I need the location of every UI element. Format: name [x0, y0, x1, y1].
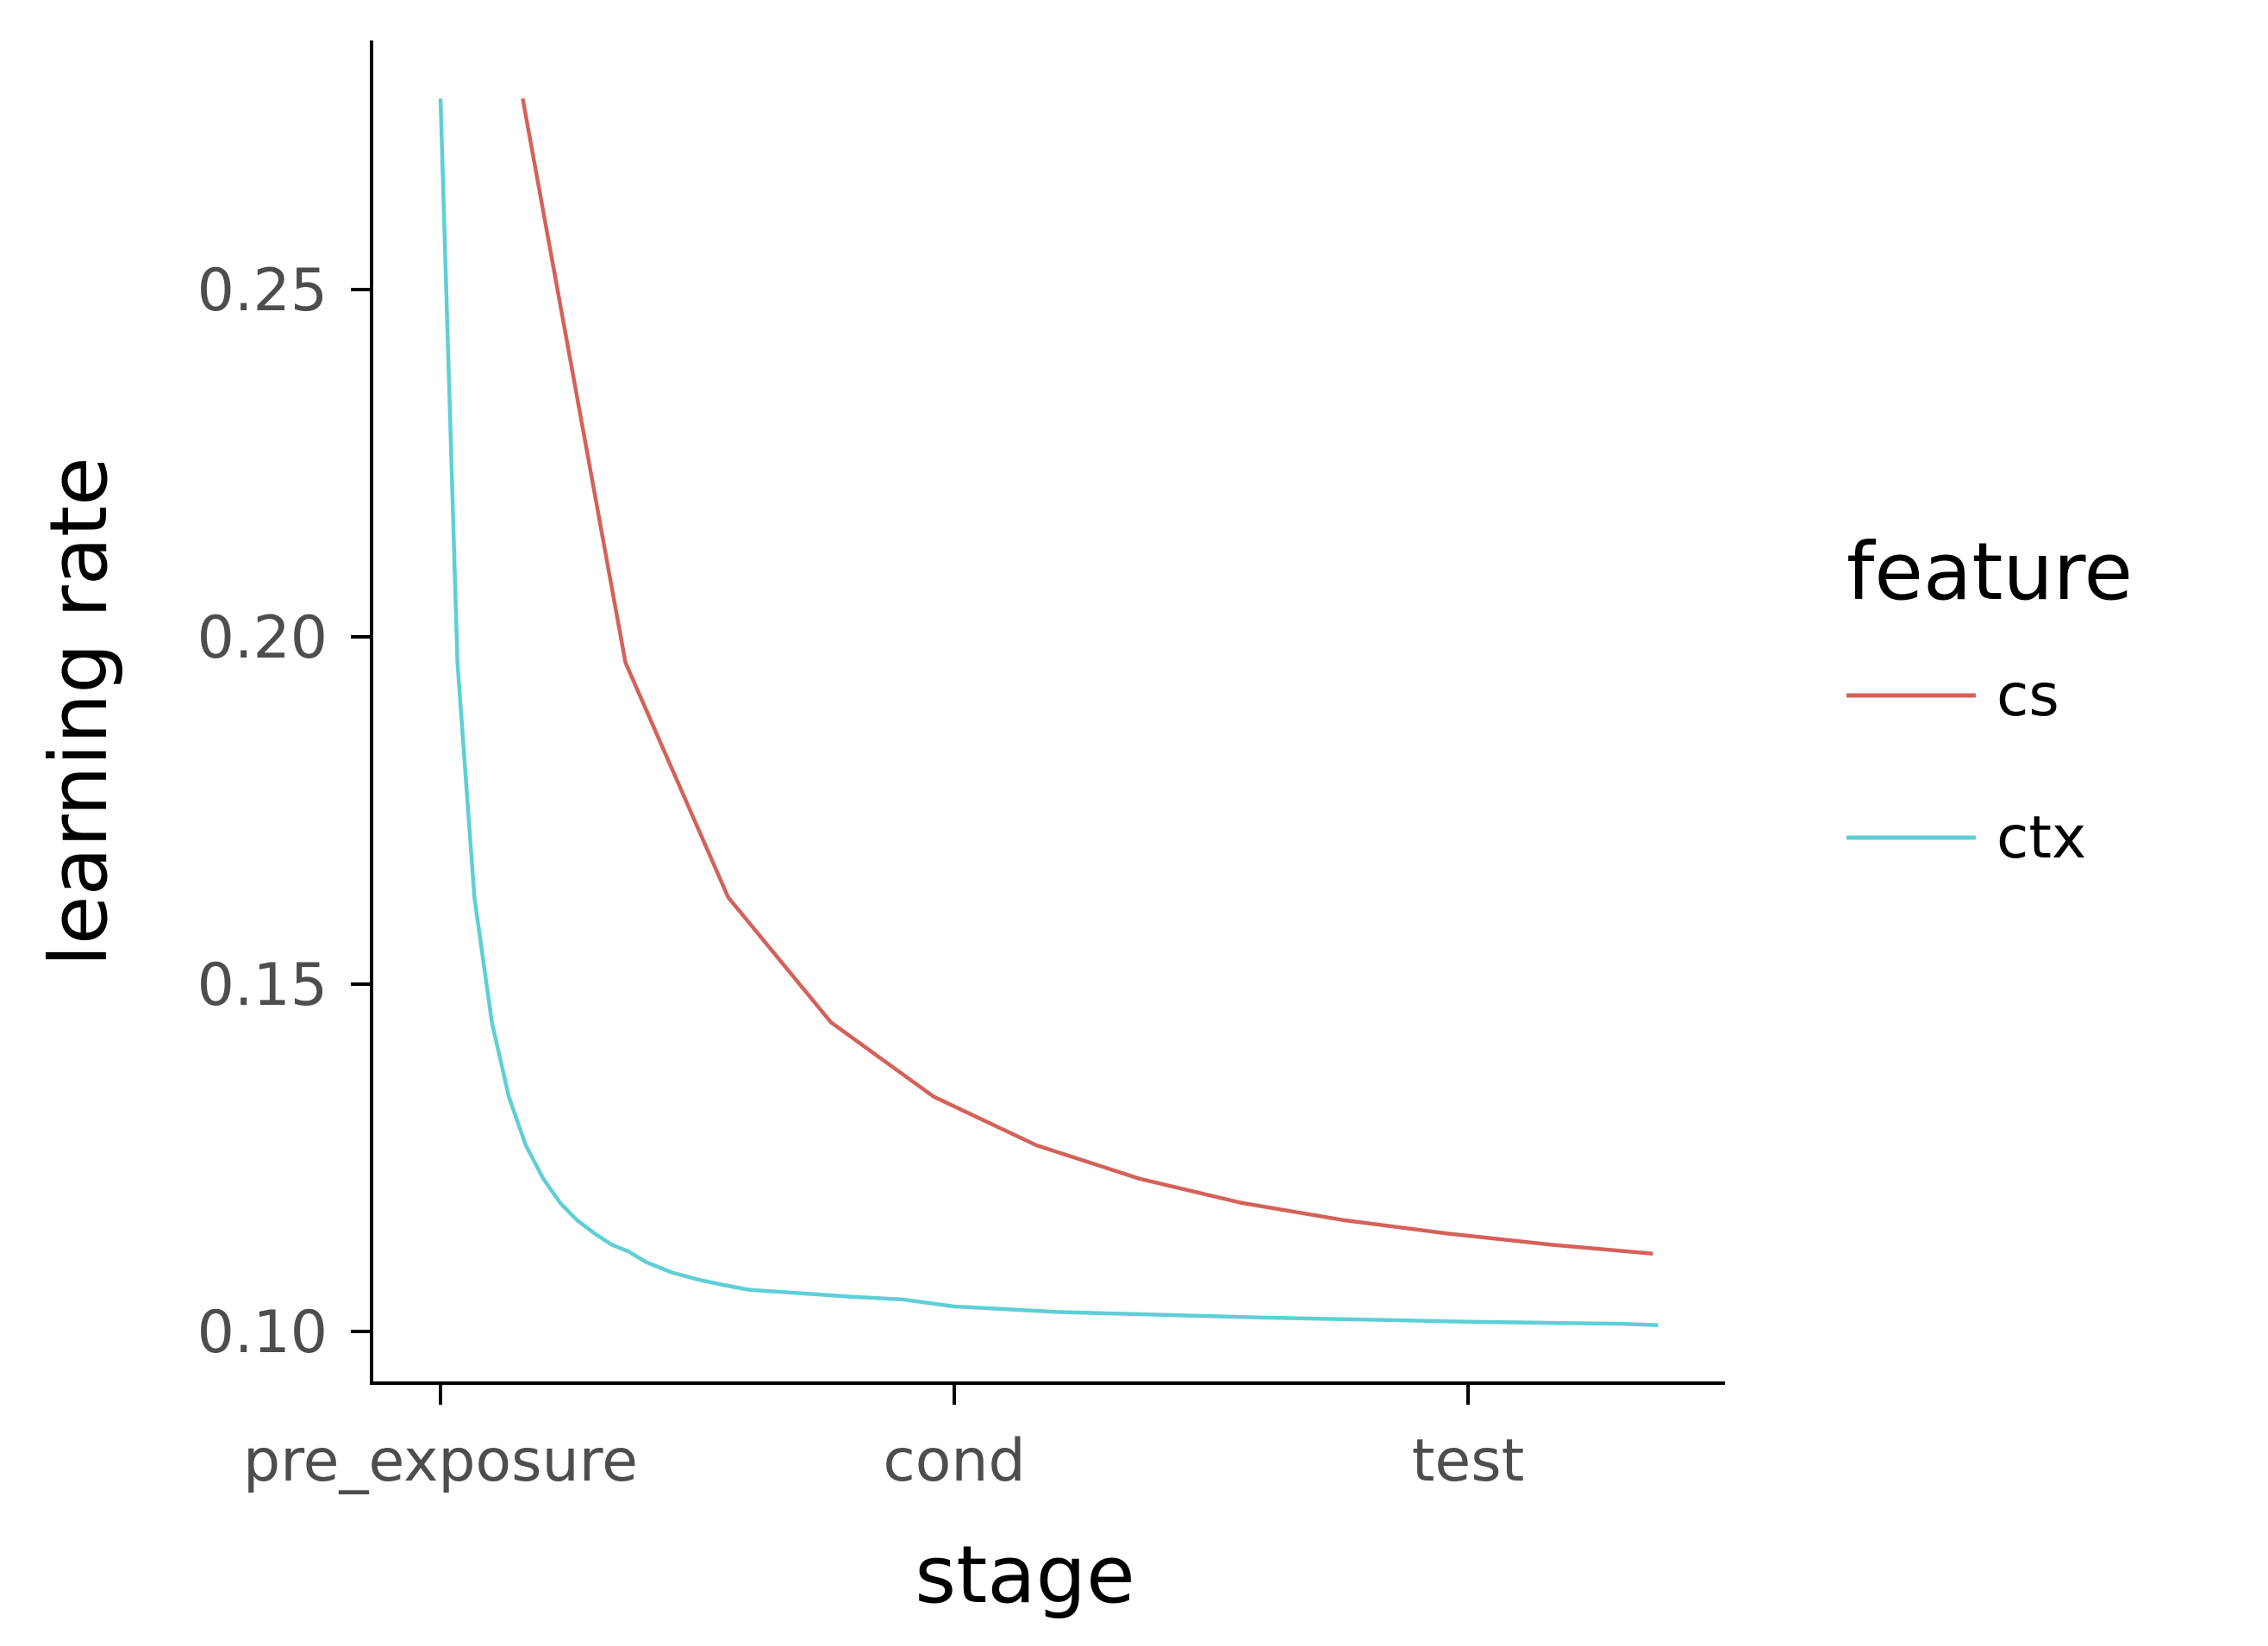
y-tick-label: 0.25 [197, 257, 328, 325]
x-tick-label: test [1412, 1427, 1525, 1495]
x-axis-title: stage [915, 1529, 1134, 1621]
series-line-cs [521, 97, 1653, 1256]
plot-area [438, 97, 1659, 1327]
x-axis-ticks: pre_exposure cond test [243, 1383, 1524, 1495]
x-tick-label: cond [883, 1427, 1025, 1495]
legend-title: feature [1846, 526, 2133, 618]
legend-label-ctx: ctx [1996, 804, 2086, 872]
x-tick-label: pre_exposure [243, 1427, 638, 1495]
legend-label-cs: cs [1996, 662, 2059, 730]
y-axis-ticks: 0.10 0.15 0.20 0.25 [197, 257, 372, 1367]
y-axis-title: learning rate [33, 457, 125, 966]
y-tick-label: 0.10 [197, 1299, 328, 1367]
y-tick-label: 0.20 [197, 604, 328, 672]
legend: feature cs ctx [1846, 526, 2133, 872]
y-tick-label: 0.15 [197, 951, 328, 1019]
series-line-ctx [438, 98, 1659, 1327]
